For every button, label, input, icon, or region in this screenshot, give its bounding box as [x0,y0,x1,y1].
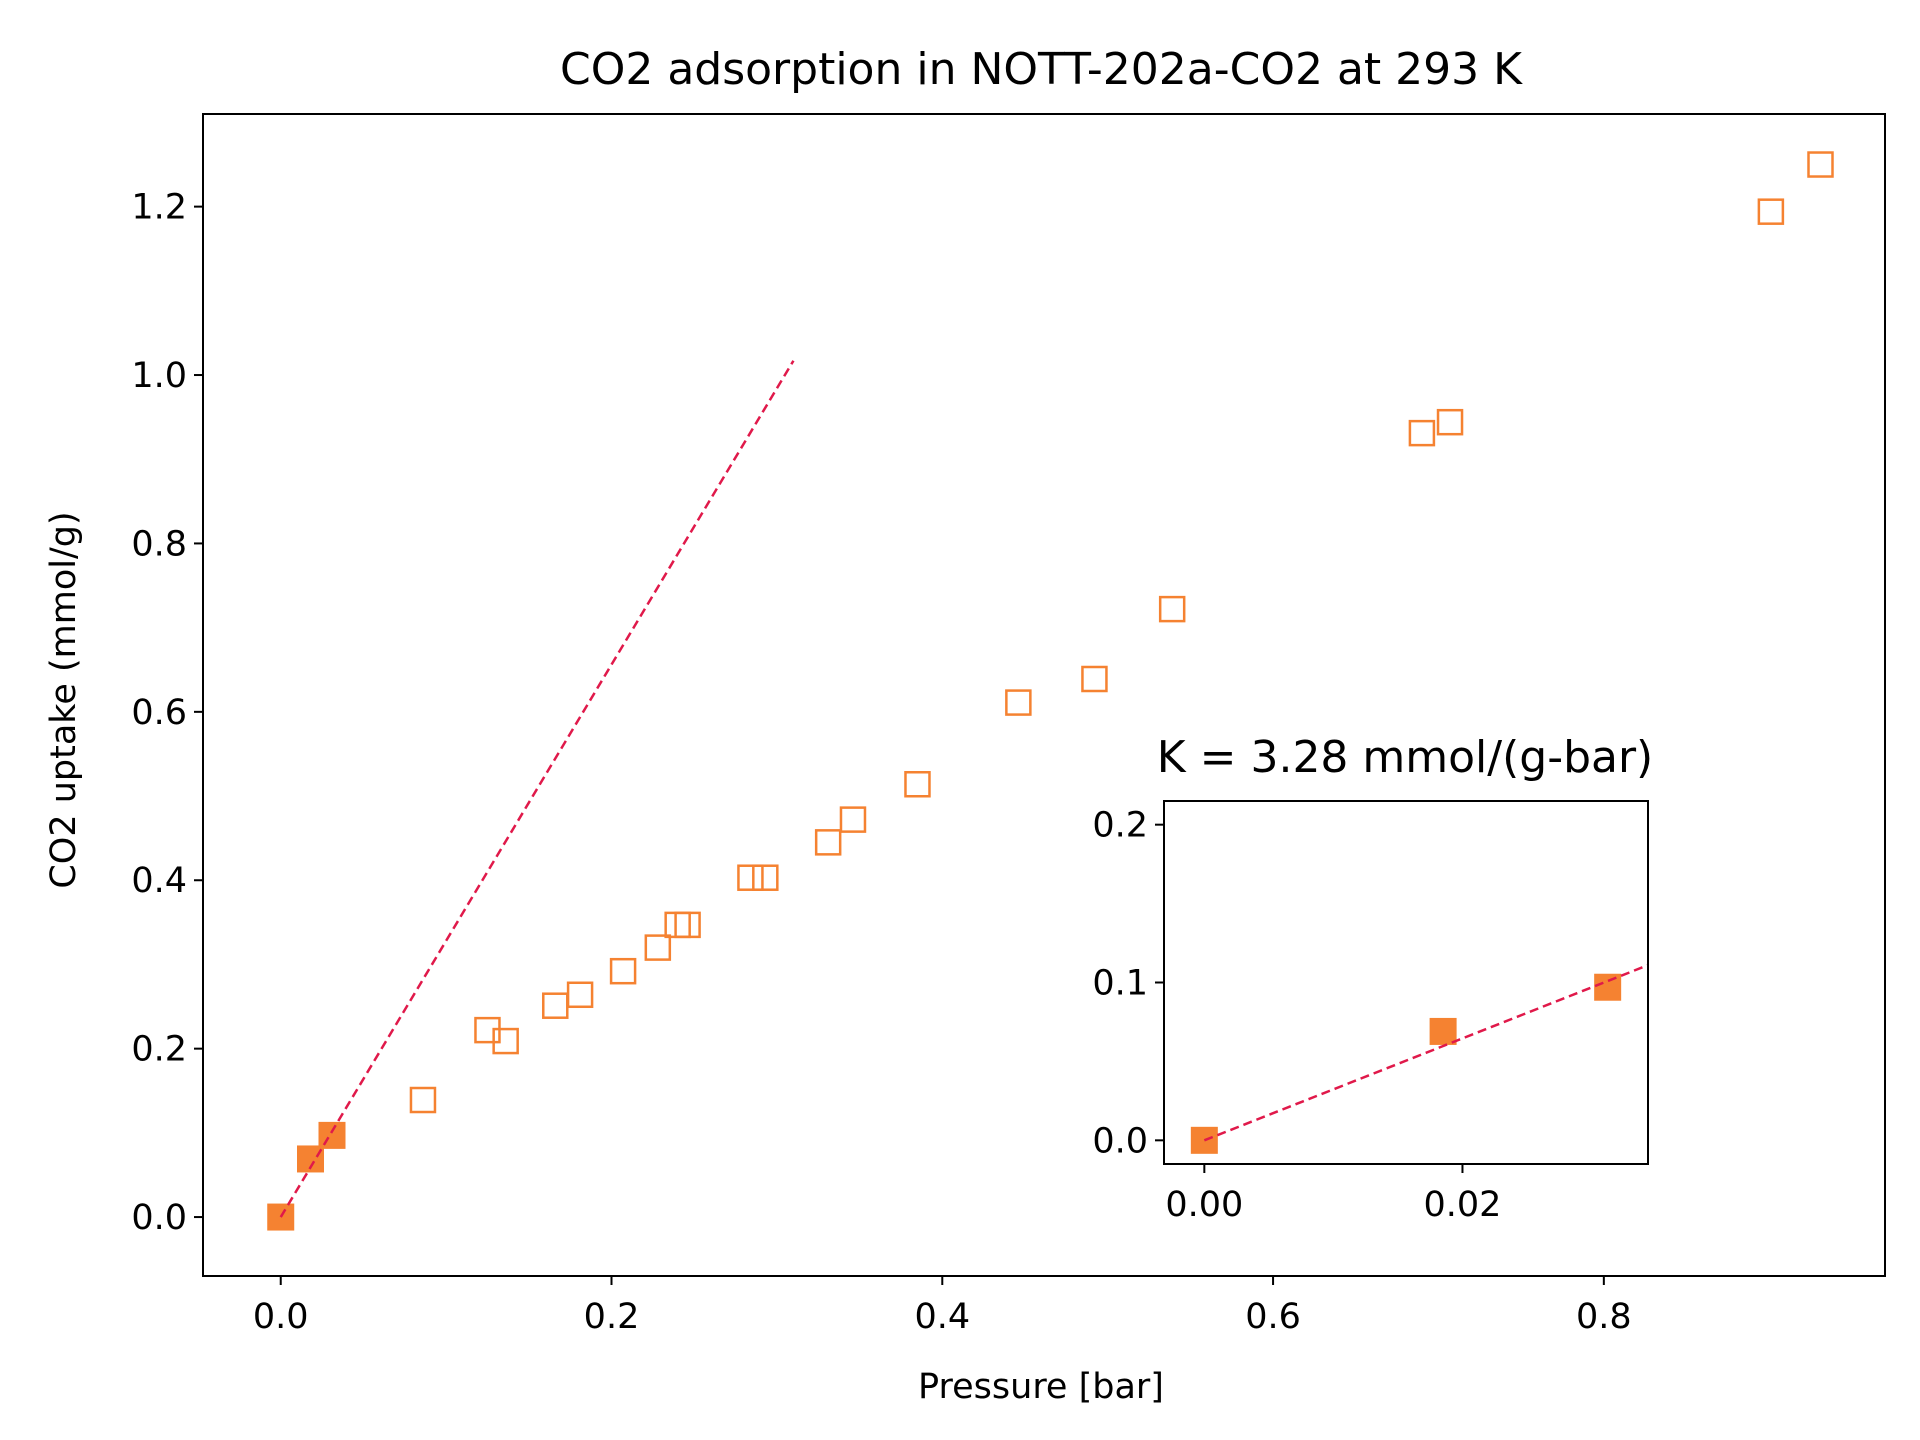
main-open-point [904,771,931,798]
inset-y-tick-label: 0.1 [1092,964,1148,1004]
main-open-point [492,1027,519,1055]
main-open-point [1436,408,1464,436]
inset-plot-area: 0.00 0.02 0.0 0.1 0.2 [1092,800,1649,1225]
main-open-point [1081,665,1108,693]
main-open-point [737,864,764,891]
main-open-point [674,911,701,939]
inset-x-tick-label: 0.00 [1165,1185,1243,1225]
main-x-tick-label: 0.4 [914,1297,970,1337]
main-open-point [1005,689,1032,716]
main-open-point [1807,151,1834,178]
main-plot-area: 0.0 0.2 0.4 0.6 0.8 0.0 0.2 0.4 0.6 0.8 1.0 1.2 [131,113,1886,1337]
main-open-point [839,806,867,833]
inset-title: K = 3.28 mmol/(g-bar) [1157,732,1653,783]
main-open-point [644,934,672,961]
main-open-point [1408,419,1436,447]
main-y-tick-label: 0.8 [131,524,187,564]
main-x-tick-label: 0.0 [253,1297,309,1337]
inset-y-tick-label: 0.0 [1092,1121,1148,1161]
main-y-tick-label: 1.0 [131,356,187,396]
main-y-tick-label: 0.0 [131,1198,187,1238]
inset-y-tick-label: 0.2 [1092,806,1148,846]
main-y-tick-label: 0.4 [131,861,187,901]
main-x-tick-label: 0.2 [584,1297,640,1337]
main-x-tick-label: 0.8 [1576,1297,1632,1337]
x-axis-label: Pressure [bar] [918,1367,1164,1407]
main-open-point [609,957,637,985]
main-open-point [752,864,779,891]
main-y-tick-label: 1.2 [131,188,187,228]
main-y-tick-label: 0.6 [131,693,187,733]
main-open-point [1757,198,1785,225]
main-open-point [566,981,594,1009]
inset-filled-point [1429,1017,1457,1045]
main-frame [202,113,1886,1277]
main-y-tick-label: 0.2 [131,1030,187,1070]
y-axis-label: CO2 uptake (mmol/g) [44,511,84,888]
inset-fit-line [1203,963,1649,1142]
inset-filled-point [1594,973,1622,1001]
main-filled-point [318,1121,346,1149]
main-x-tick-label: 0.6 [1245,1297,1301,1337]
chart-title: CO2 adsorption in NOTT-202a-CO2 at 293 K [560,44,1523,95]
main-open-point [814,829,842,856]
main-fit-line [279,360,795,1218]
inset-x-tick-label: 0.02 [1423,1185,1501,1225]
main-open-point [1158,595,1186,623]
main-open-point [409,1086,437,1114]
